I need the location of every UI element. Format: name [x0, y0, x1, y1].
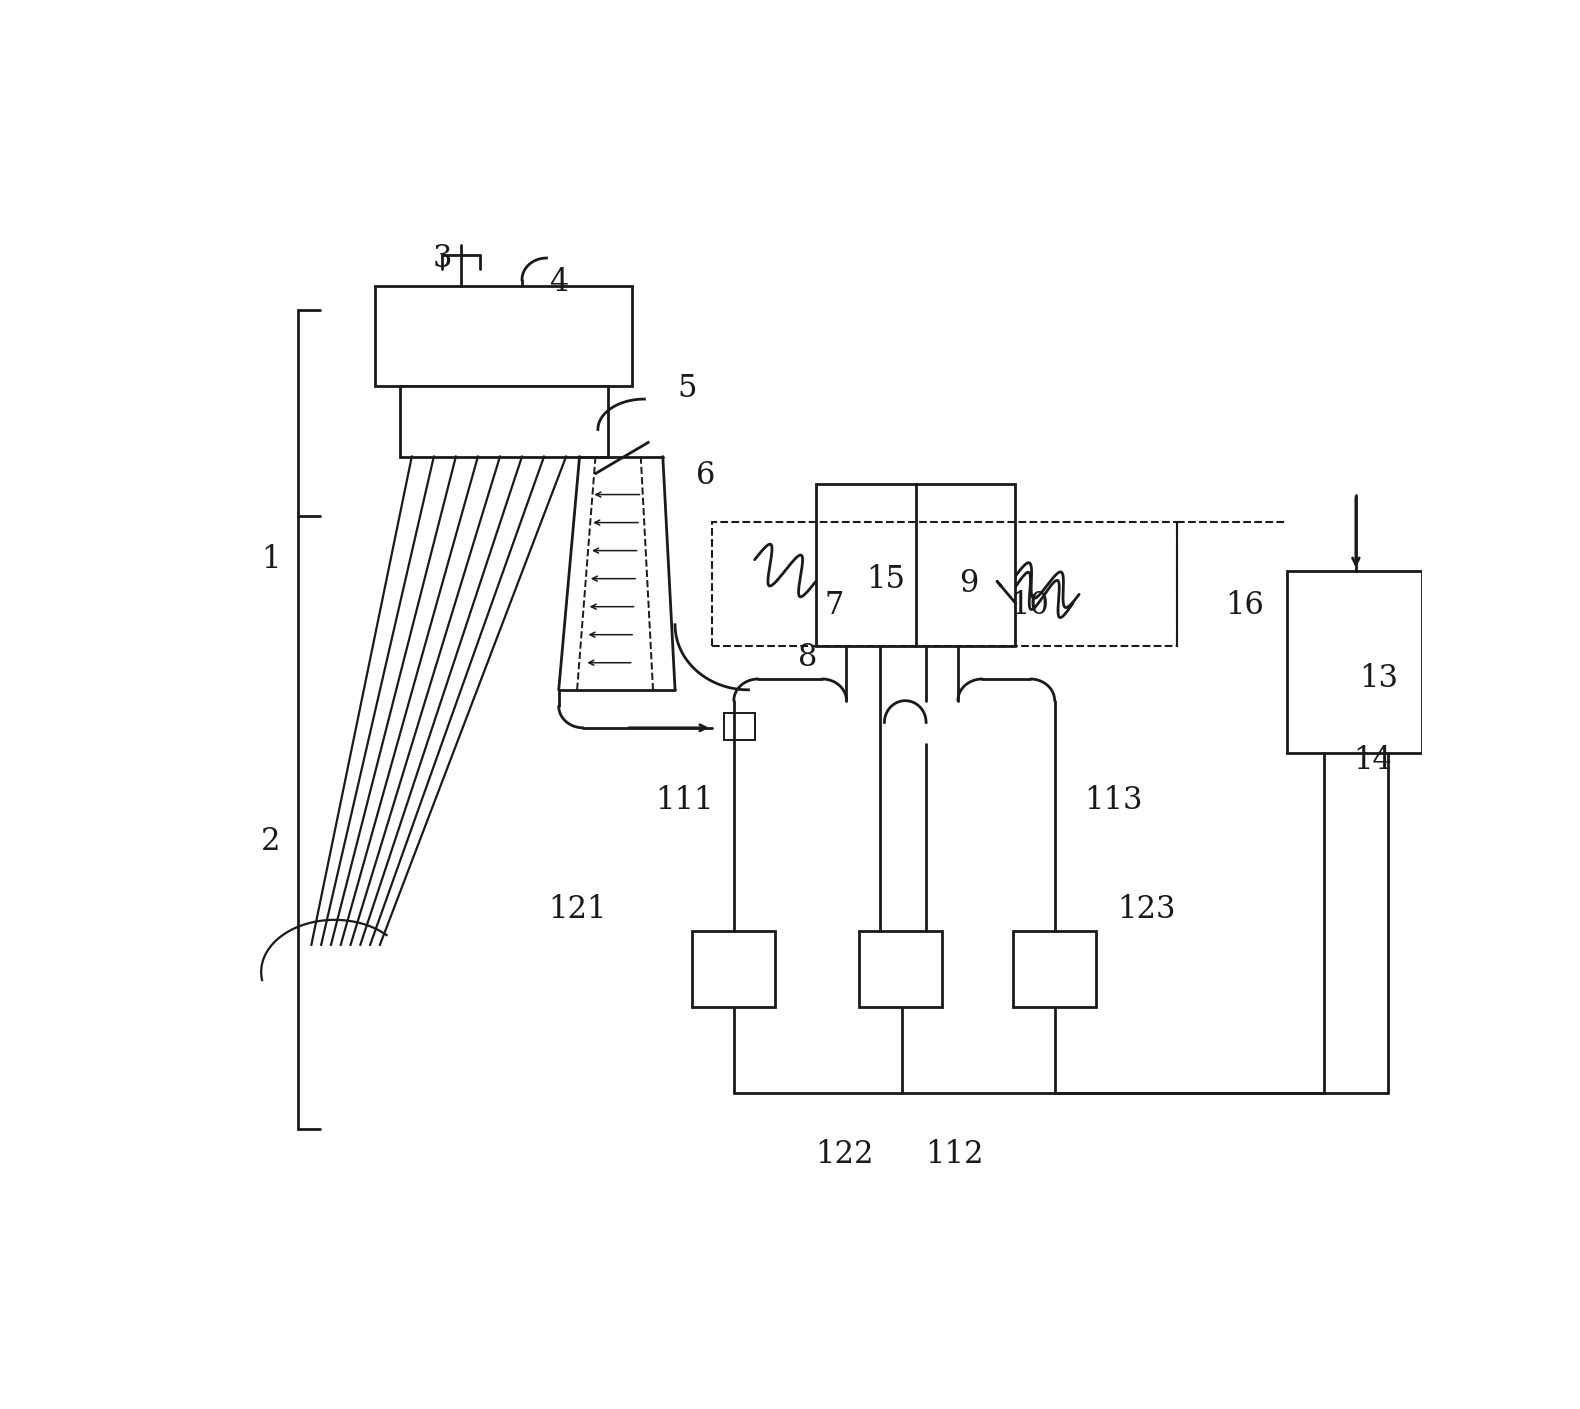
Text: 8: 8 [798, 641, 817, 674]
Text: 112: 112 [924, 1138, 983, 1169]
Text: 14: 14 [1354, 745, 1392, 776]
Bar [400, 386, 608, 457]
Bar [374, 286, 632, 386]
Bar [711, 521, 1177, 647]
Bar [815, 483, 1016, 647]
Text: 122: 122 [815, 1138, 874, 1169]
Bar [860, 931, 942, 1006]
Text: 15: 15 [866, 564, 905, 595]
Bar [692, 931, 776, 1006]
Bar [1013, 931, 1097, 1006]
Bar [1288, 571, 1422, 752]
Text: 16: 16 [1224, 590, 1264, 621]
Bar [724, 713, 755, 740]
Text: 1: 1 [261, 544, 281, 575]
Text: 13: 13 [1360, 664, 1398, 695]
Text: 2: 2 [261, 826, 281, 857]
Text: 5: 5 [678, 373, 697, 404]
Text: 123: 123 [1117, 893, 1176, 924]
Text: 113: 113 [1084, 785, 1142, 816]
Text: 111: 111 [656, 785, 714, 816]
Text: 4: 4 [550, 268, 569, 299]
Text: 6: 6 [695, 459, 716, 490]
Text: 3: 3 [433, 242, 452, 273]
Text: 9: 9 [959, 568, 978, 599]
Text: 10: 10 [1011, 590, 1049, 621]
Text: 121: 121 [548, 893, 607, 924]
Text: 7: 7 [825, 590, 844, 621]
